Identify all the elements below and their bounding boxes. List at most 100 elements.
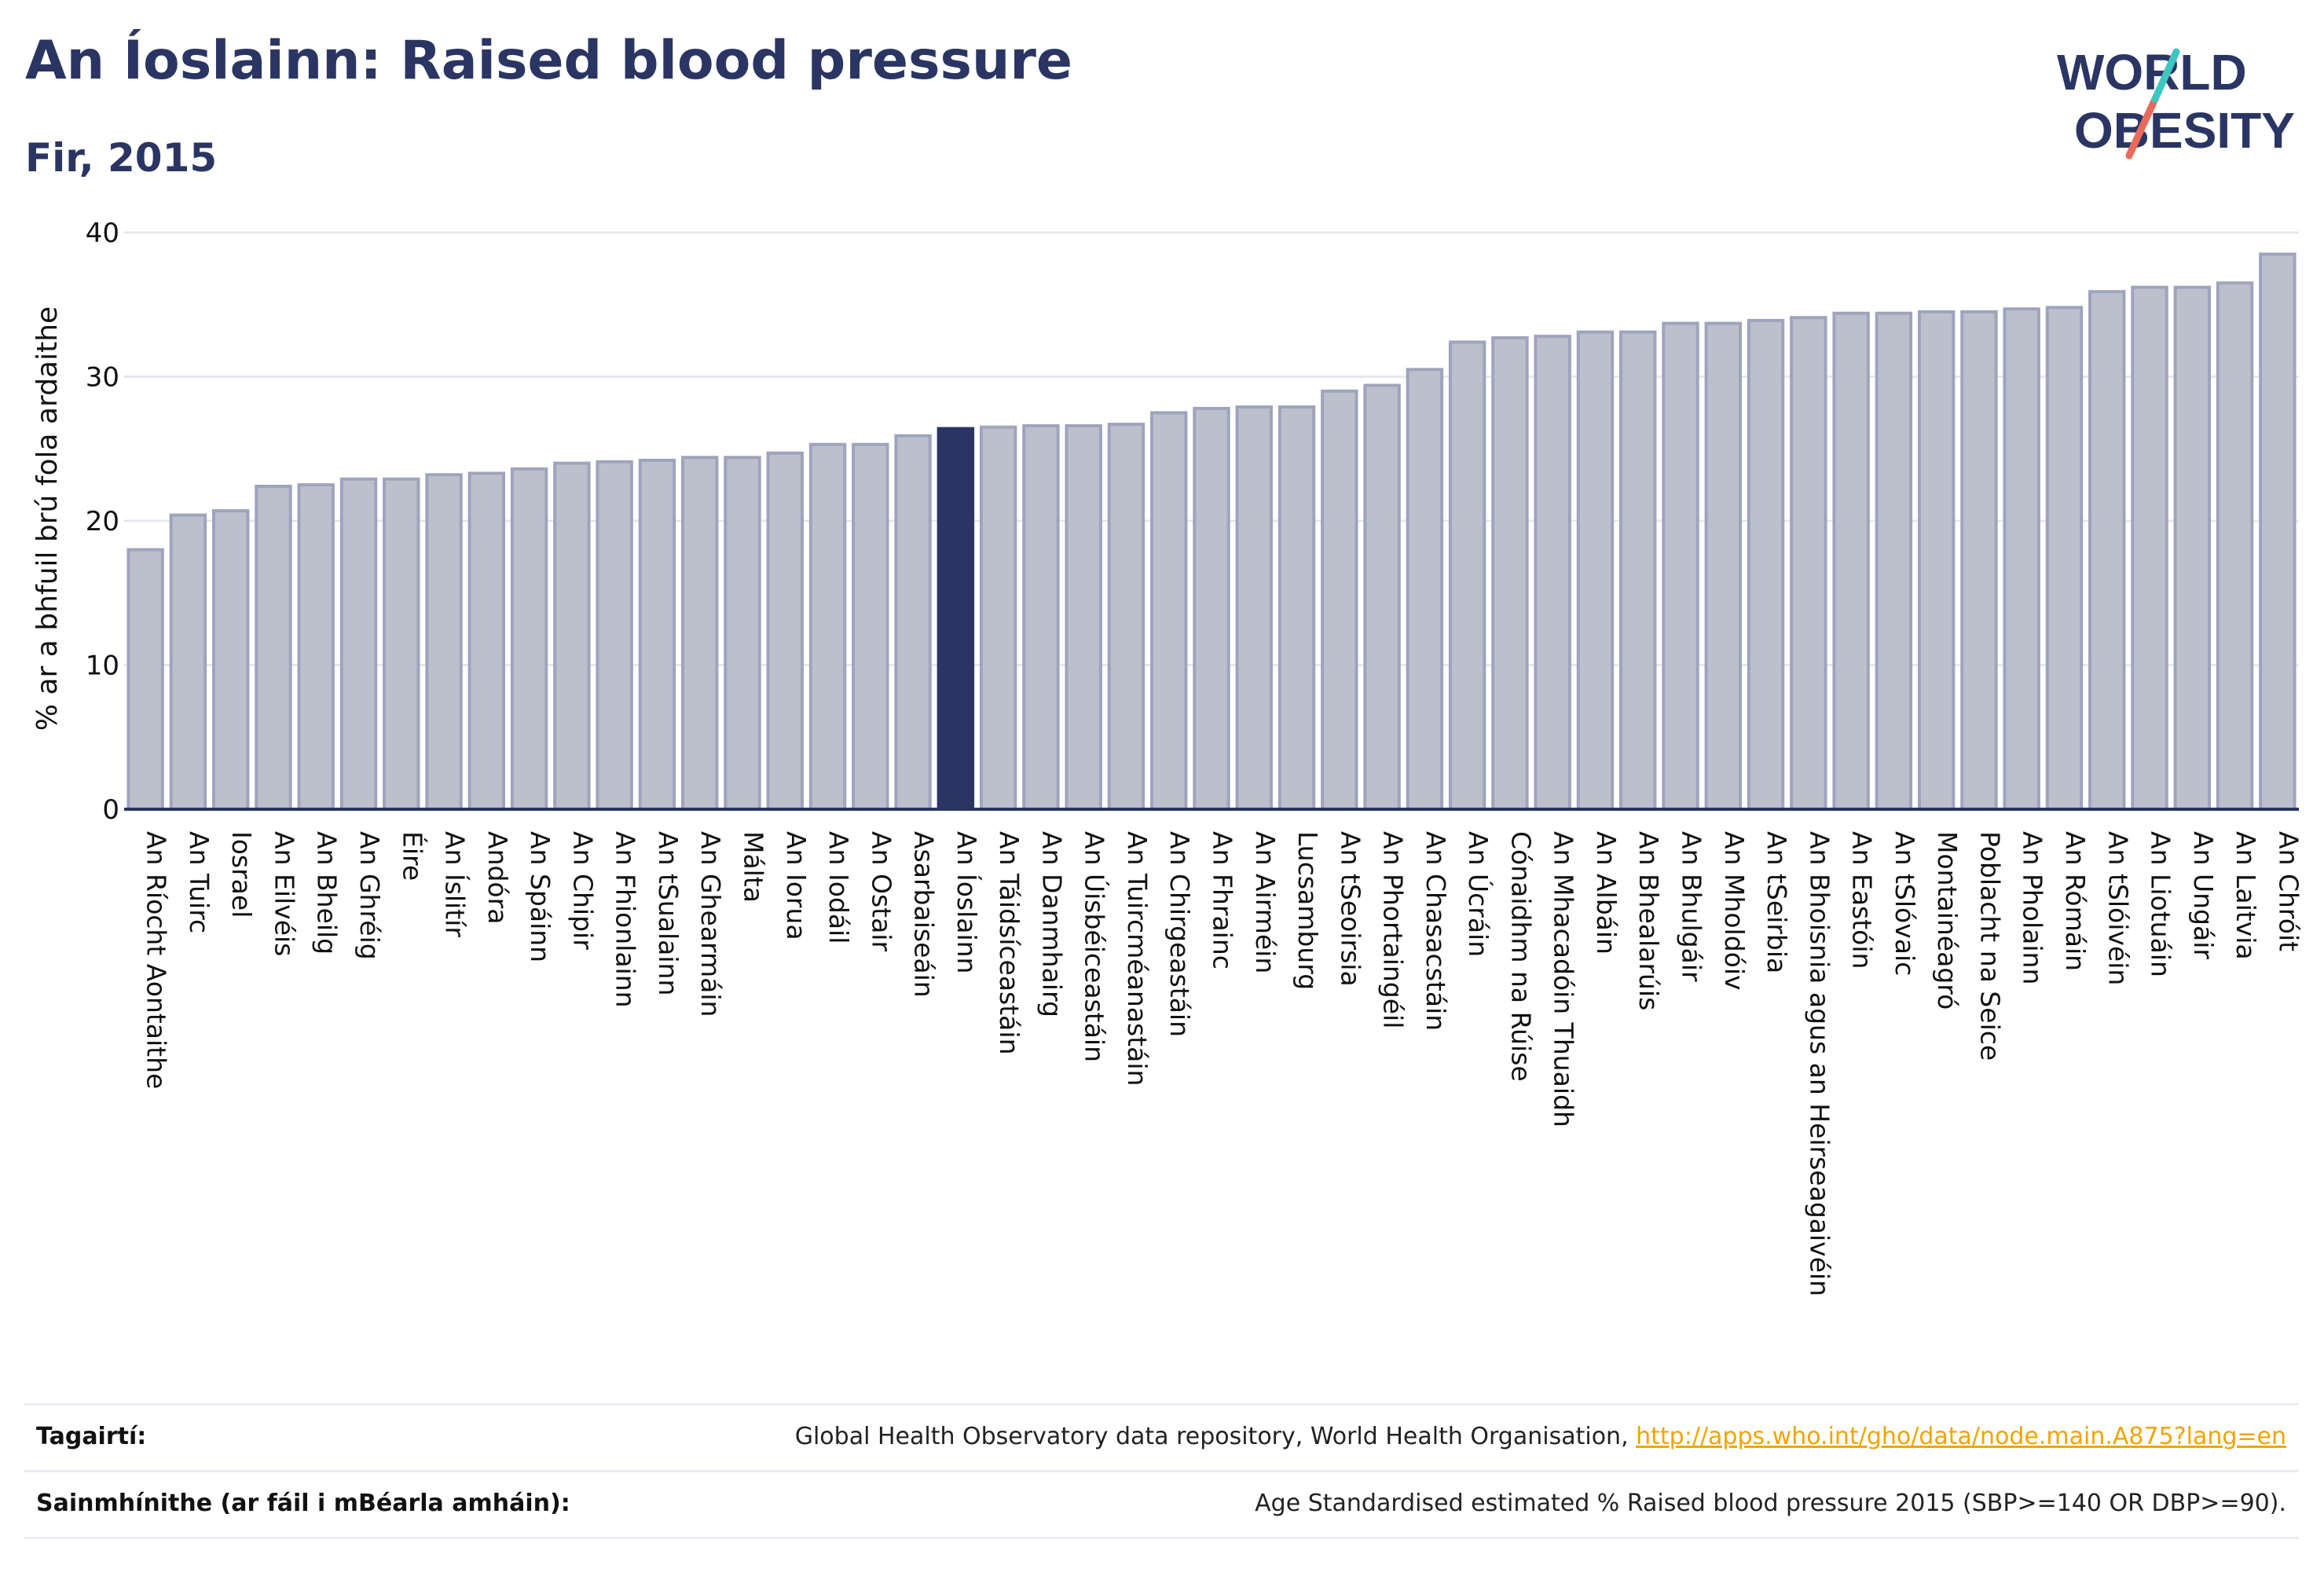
bar	[596, 460, 633, 811]
x-tick-label: An Mhacadóin Thuaidh	[1549, 831, 1579, 1127]
bar	[1406, 368, 1444, 811]
x-axis-labels: An Ríocht Aontaithe An Tuirc Iosrael An Eil…	[141, 831, 2304, 1296]
x-tick-label: An Mholdóiv	[1719, 831, 1750, 991]
bar	[2088, 290, 2126, 811]
bar	[1832, 311, 1870, 811]
x-tick-label: An Ungáir	[2188, 831, 2219, 959]
references-row: Tagairtí: Global Health Observatory data…	[24, 1403, 2299, 1470]
bar	[467, 471, 506, 811]
bar	[1491, 335, 1529, 811]
references-link[interactable]: http://apps.who.int/gho/data/node.main.A…	[1636, 1423, 2286, 1450]
footer: Tagairtí: Global Health Observatory data…	[24, 1403, 2299, 1539]
bar	[553, 461, 591, 811]
bar	[1065, 423, 1102, 811]
bar	[1107, 423, 1146, 811]
x-tick-label: An tSualainn	[653, 831, 684, 995]
x-tick-label: An Danmhairg	[1036, 831, 1067, 1017]
x-tick-label: An tSeoirsia	[1335, 831, 1365, 987]
bar	[1022, 423, 1060, 811]
bar	[255, 484, 292, 812]
y-axis-ticks: 0 10 20 30 40	[86, 218, 119, 826]
bar-chart: 0 10 20 30 40 An Ríocht Aontaithe An Tuirc Ios…	[31, 218, 2304, 1296]
y-tick-label: 30	[86, 362, 119, 394]
bar	[1150, 411, 1188, 811]
y-tick-label: 20	[86, 506, 119, 537]
bar	[1235, 405, 1273, 811]
bar	[2131, 285, 2168, 812]
bar	[808, 442, 847, 811]
x-tick-label: An Fhionlainn	[610, 831, 641, 1008]
x-tick-label: An Spáinn	[525, 831, 555, 962]
bar	[852, 442, 889, 811]
x-tick-label: An tSlóvaic	[1890, 831, 1920, 976]
bar	[510, 467, 548, 811]
x-tick-label: An Táidsíceastáin	[994, 831, 1025, 1054]
definitions-row: Sainmhínithe (ar fáil i mBéarla amháin):…	[24, 1470, 2299, 1539]
x-tick-label: An Laitvia	[2231, 831, 2261, 960]
x-tick-label: An Chasacstáin	[1420, 831, 1451, 1031]
bar	[724, 456, 761, 811]
x-tick-label: An Eastóin	[1847, 831, 1878, 969]
bar	[2173, 285, 2212, 812]
x-tick-label: Lucsamburg	[1292, 831, 1323, 990]
x-tick-label: An Tuirc	[184, 831, 214, 933]
bar	[383, 477, 420, 811]
x-tick-label: An Fhrainc	[1208, 831, 1238, 969]
x-tick-label: An Ostair	[866, 831, 896, 951]
x-tick-label: An Chipir	[567, 831, 598, 950]
y-tick-label: 40	[86, 218, 119, 249]
definitions-text: Age Standardised estimated % Raised bloo…	[1255, 1490, 2286, 1517]
bar	[425, 473, 463, 812]
bar	[1619, 330, 1657, 811]
bar	[1747, 318, 1785, 811]
x-tick-label: An Airméin	[1250, 831, 1281, 973]
x-tick-label: Iosrael	[226, 831, 257, 918]
bar-highlight	[937, 427, 975, 811]
bar	[339, 477, 378, 811]
y-axis-label: % ar a bhfuil brú fola ardaithe	[31, 306, 64, 731]
definitions-label: Sainmhínithe (ar fáil i mBéarla amháin):	[36, 1490, 570, 1517]
x-tick-label: An Rómáin	[2060, 831, 2091, 971]
x-tick-label: An Bhealarúis	[1633, 831, 1664, 1010]
x-tick-label: Andóra	[482, 831, 513, 924]
bar	[1277, 405, 1316, 811]
logo-slash-coral	[2125, 95, 2159, 159]
x-tick-label: An Phortaingéil	[1378, 831, 1409, 1028]
logo-line1: WORLD	[2057, 44, 2247, 101]
x-tick-label: An Ghréig	[354, 831, 385, 960]
bar	[1534, 335, 1571, 811]
x-tick-label: An Chirgeastáin	[1164, 831, 1195, 1037]
bar	[1704, 321, 1743, 812]
x-tick-label: An Albáin	[1591, 831, 1622, 955]
bar	[169, 513, 207, 811]
bar	[1790, 316, 1827, 811]
x-tick-label: An Bheilg	[312, 831, 343, 955]
x-tick-label: Poblacht na Seice	[1974, 831, 2005, 1061]
x-tick-label: Asarbaiseáin	[909, 831, 940, 998]
x-tick-label: Málta	[738, 831, 768, 903]
logo-slash-teal	[2151, 48, 2180, 103]
x-tick-label: An Ghearmáin	[695, 831, 726, 1017]
x-tick-label: An Iorua	[781, 831, 812, 940]
x-tick-label: An Pholainn	[2018, 831, 2048, 984]
bar	[2216, 281, 2254, 812]
bar	[2045, 306, 2084, 812]
bar	[1917, 310, 1956, 811]
bar	[680, 456, 719, 811]
references-text: Global Health Observatory data repositor…	[794, 1423, 1637, 1450]
bar	[2003, 307, 2040, 811]
x-tick-label: An Úisbéiceastáin	[1080, 831, 1111, 1062]
x-tick-label: An Eilvéis	[269, 831, 299, 956]
x-tick-label: An Úcráin	[1463, 831, 1494, 957]
x-tick-label: An Liotuáin	[2146, 831, 2176, 977]
bar	[1363, 383, 1401, 811]
bar	[211, 509, 250, 812]
bar	[126, 548, 164, 811]
x-tick-label: Montainéagró	[1932, 831, 1963, 1010]
bar	[297, 483, 335, 811]
bar	[1960, 310, 1998, 811]
x-tick-label: Éire	[397, 831, 428, 881]
bar	[979, 425, 1017, 811]
x-tick-label: An Chróit	[2273, 831, 2304, 951]
page-subtitle: Fir, 2015	[25, 135, 218, 181]
